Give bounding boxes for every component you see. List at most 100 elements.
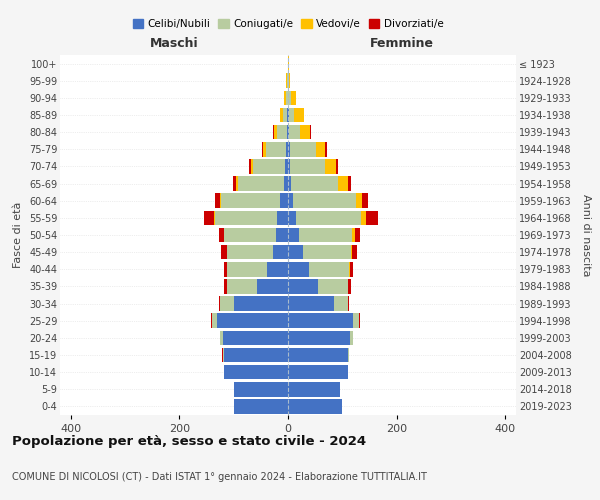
Bar (234, 399, 288, 413)
Bar (220, 194, 221, 208)
Bar (294, 108, 304, 122)
Bar (286, 142, 288, 156)
Bar (224, 228, 276, 242)
Text: Maschi: Maschi (149, 37, 199, 50)
Bar (217, 314, 288, 328)
Bar (287, 74, 288, 88)
Bar (355, 228, 360, 242)
Bar (234, 382, 288, 396)
Bar (263, 142, 266, 156)
Bar (221, 194, 280, 208)
Bar (351, 245, 352, 260)
Bar (251, 159, 253, 174)
Bar (288, 279, 318, 293)
Bar (220, 330, 223, 345)
Bar (284, 90, 286, 105)
Bar (234, 296, 288, 311)
Bar (334, 296, 348, 311)
Bar (211, 314, 212, 328)
Bar (288, 399, 342, 413)
Bar (303, 245, 351, 260)
Bar (221, 245, 227, 260)
Bar (290, 142, 316, 156)
Bar (362, 194, 368, 208)
Bar (288, 330, 350, 345)
Bar (353, 314, 359, 328)
Bar (361, 210, 365, 225)
Bar (288, 90, 291, 105)
Bar (249, 159, 251, 174)
Bar (352, 228, 355, 242)
Bar (289, 125, 300, 140)
Bar (222, 348, 223, 362)
Bar (233, 176, 236, 191)
Bar (300, 125, 310, 140)
Bar (224, 279, 227, 293)
Bar (215, 210, 277, 225)
Bar (262, 142, 263, 156)
Bar (215, 194, 220, 208)
Bar (291, 176, 338, 191)
Bar (268, 262, 288, 276)
Bar (350, 262, 353, 276)
Bar (288, 159, 290, 174)
Bar (277, 210, 288, 225)
Bar (236, 176, 238, 191)
Bar (288, 262, 308, 276)
Bar (283, 108, 287, 122)
Bar (318, 279, 348, 293)
Bar (348, 348, 349, 362)
Bar (291, 90, 296, 105)
Bar (288, 176, 291, 191)
Bar (348, 296, 349, 311)
Bar (266, 142, 286, 156)
Bar (218, 228, 224, 242)
Bar (276, 228, 288, 242)
Bar (293, 194, 356, 208)
Text: Femmine: Femmine (370, 37, 434, 50)
Bar (227, 279, 257, 293)
Bar (238, 176, 284, 191)
Bar (365, 210, 377, 225)
Bar (273, 245, 288, 260)
Bar (284, 176, 288, 191)
Bar (223, 348, 224, 362)
Bar (220, 296, 234, 311)
Bar (288, 348, 348, 362)
Bar (223, 330, 288, 345)
Bar (289, 108, 294, 122)
Text: COMUNE DI NICOLOSI (CT) - Dati ISTAT 1° gennaio 2024 - Elaborazione TUTTITALIA.I: COMUNE DI NICOLOSI (CT) - Dati ISTAT 1° … (12, 472, 427, 482)
Bar (224, 365, 288, 380)
Bar (257, 279, 288, 293)
Bar (288, 382, 340, 396)
Bar (205, 210, 214, 225)
Bar (277, 125, 287, 140)
Bar (286, 90, 288, 105)
Bar (348, 279, 351, 293)
Bar (224, 348, 288, 362)
Bar (356, 194, 362, 208)
Bar (290, 159, 325, 174)
Bar (285, 159, 288, 174)
Bar (253, 159, 285, 174)
Legend: Celibi/Nubili, Coniugati/e, Vedovi/e, Divorziati/e: Celibi/Nubili, Coniugati/e, Vedovi/e, Di… (131, 17, 445, 32)
Text: Popolazione per età, sesso e stato civile - 2024: Popolazione per età, sesso e stato civil… (12, 435, 366, 448)
Bar (212, 314, 217, 328)
Bar (308, 262, 349, 276)
Bar (310, 125, 311, 140)
Bar (325, 159, 337, 174)
Bar (288, 296, 334, 311)
Bar (274, 125, 277, 140)
Bar (218, 296, 220, 311)
Bar (338, 176, 348, 191)
Bar (227, 245, 273, 260)
Bar (280, 108, 283, 122)
Bar (227, 262, 268, 276)
Bar (288, 194, 293, 208)
Bar (287, 125, 288, 140)
Bar (280, 194, 288, 208)
Bar (288, 125, 289, 140)
Y-axis label: Anni di nascita: Anni di nascita (581, 194, 591, 276)
Bar (288, 228, 299, 242)
Bar (337, 159, 338, 174)
